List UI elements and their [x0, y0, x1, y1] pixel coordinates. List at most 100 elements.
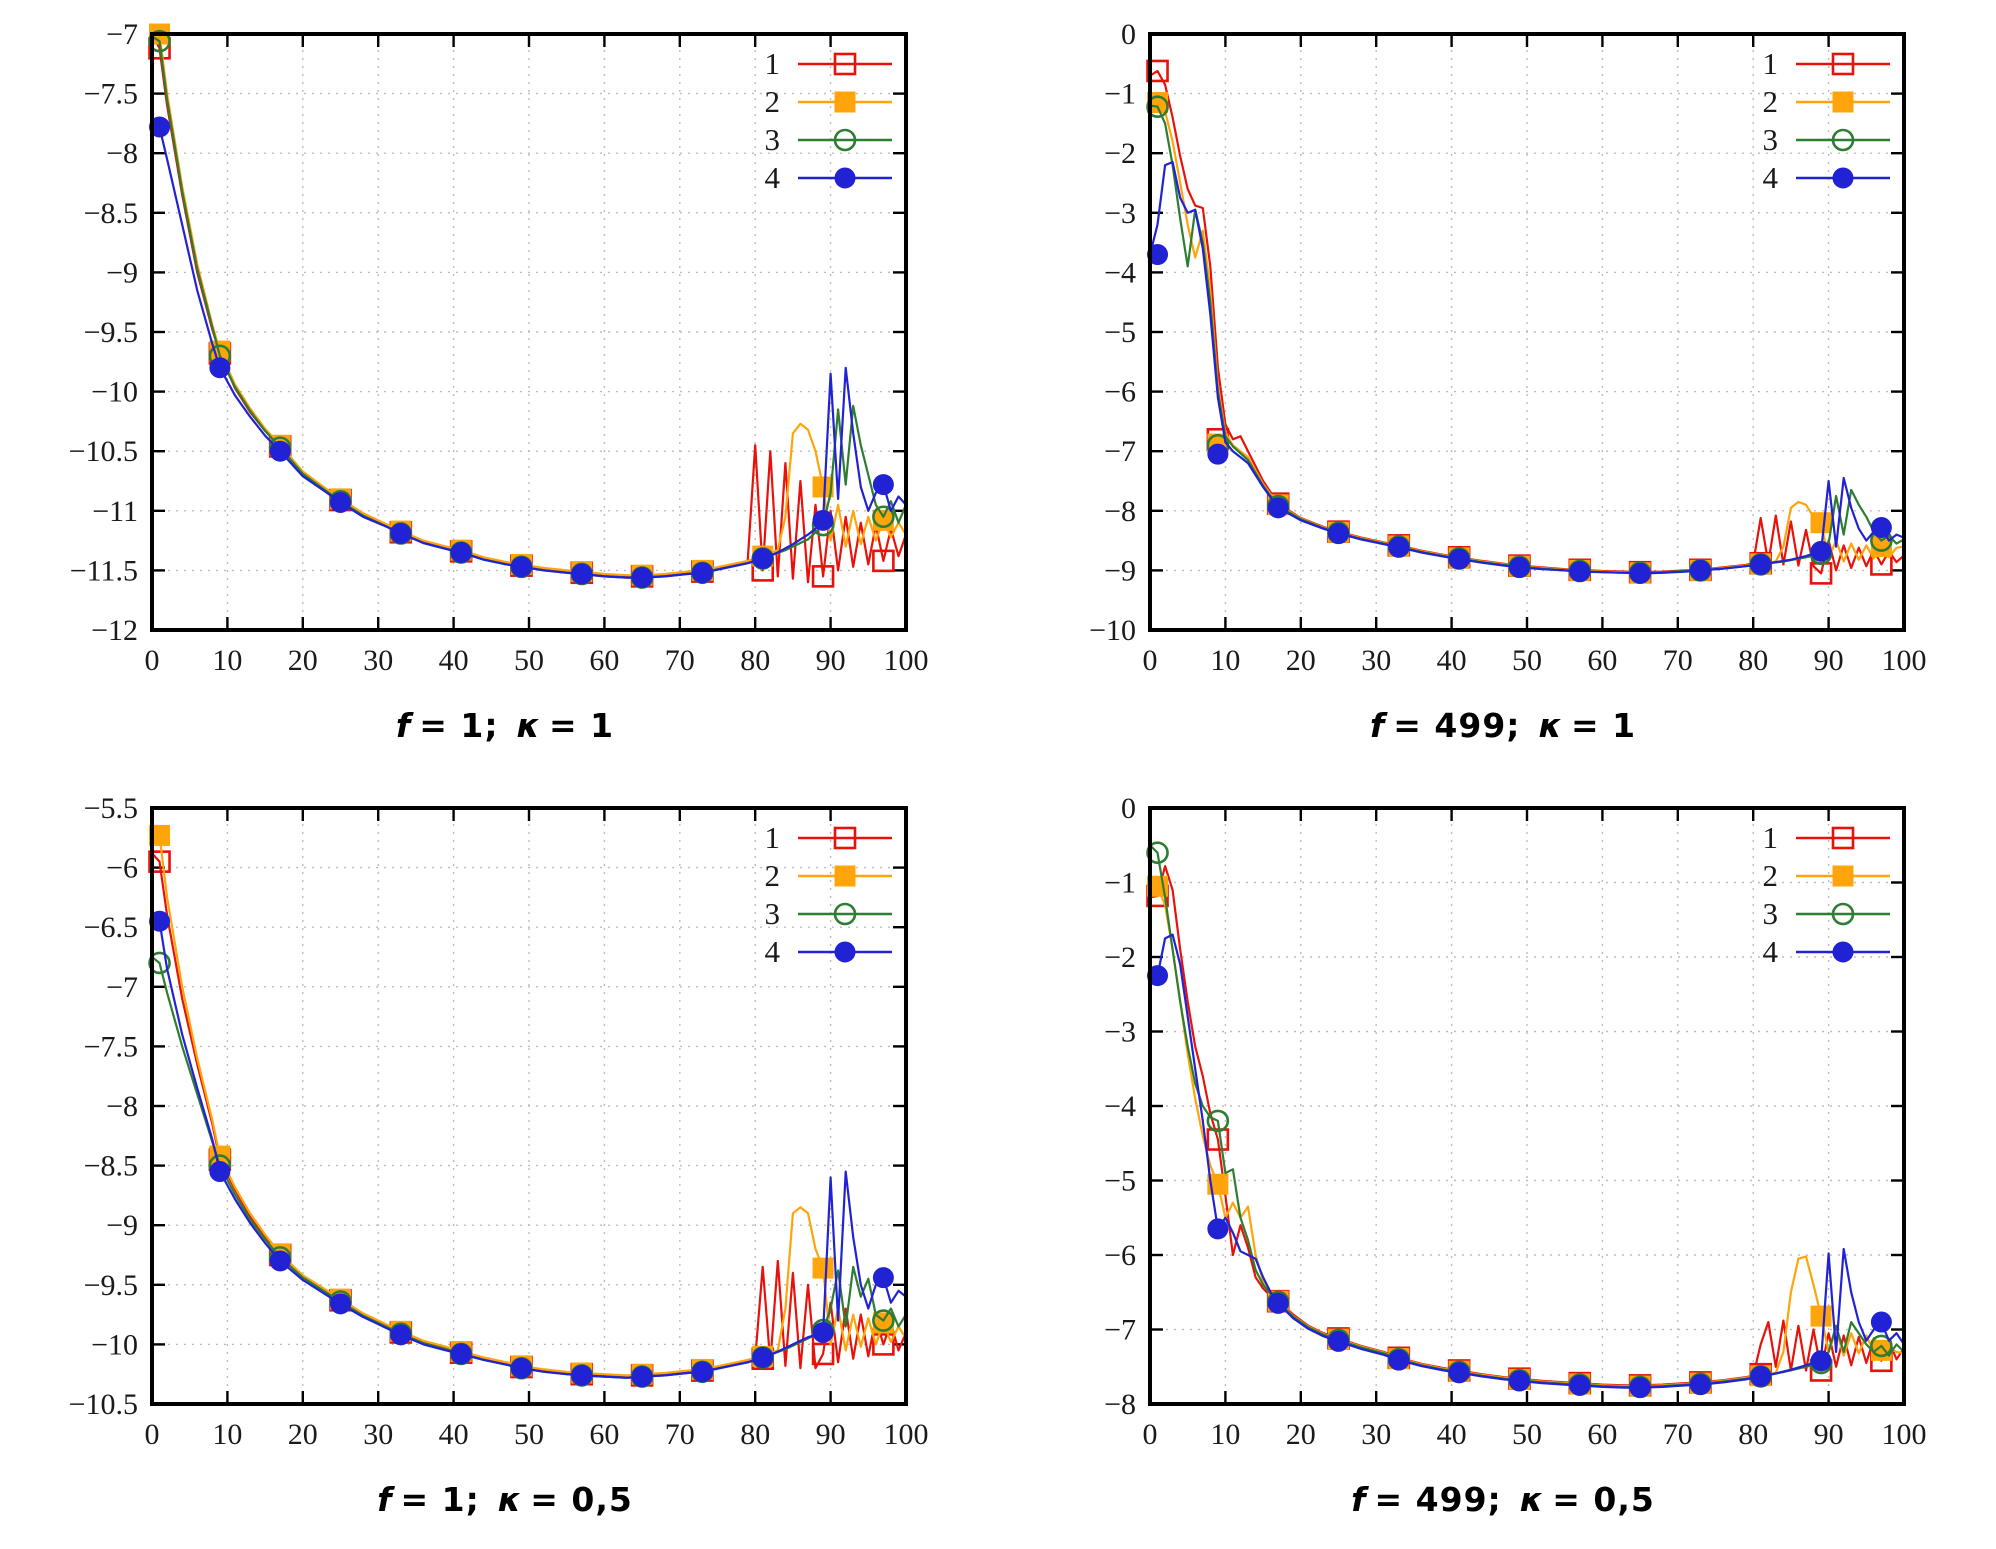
svg-text:1: 1 [765, 820, 781, 855]
svg-text:−8: −8 [106, 137, 138, 170]
svg-text:−9: −9 [1104, 554, 1136, 587]
f-value: = 1; [419, 706, 499, 745]
plot-canvas-f499-k1: −10−9−8−7−6−5−4−3−2−100 10 20 30 40 50 60 70 80 9… [1089, 18, 1927, 677]
series-3-line [151, 956, 907, 1379]
svg-text:−3: −3 [1104, 1016, 1136, 1049]
svg-text:−11.5: −11.5 [70, 554, 138, 587]
svg-text:60: 60 [589, 1418, 619, 1451]
svg-text:−6: −6 [1104, 376, 1136, 409]
svg-text:4: 4 [765, 934, 781, 969]
chart-title-f499-k05: f = 499; κ = 0,5 [998, 1480, 1996, 1544]
svg-text:20: 20 [1286, 1418, 1316, 1451]
series-3-markers [1146, 841, 1893, 1399]
svg-text:0: 0 [145, 1418, 160, 1451]
svg-text:2: 2 [765, 84, 781, 119]
svg-text:4: 4 [765, 160, 781, 195]
chart-bottom-left: −10.5 −10 −9.5 −9 −8.5 −8 −7.5 −7 −6.5 −6 −5.5 0 10 2… [0, 774, 998, 1548]
svg-text:40: 40 [439, 644, 469, 677]
svg-text:−7: −7 [106, 18, 138, 51]
svg-text:100: 100 [1882, 644, 1927, 677]
svg-text:−9: −9 [106, 1209, 138, 1242]
svg-text:70: 70 [1663, 644, 1693, 677]
series-4-markers [1147, 244, 1892, 584]
svg-text:−6.5: −6.5 [84, 911, 138, 944]
svg-text:30: 30 [363, 1418, 393, 1451]
grid-lines [1150, 808, 1904, 1404]
f-variable: f [1351, 1480, 1367, 1519]
svg-text:−11: −11 [92, 495, 138, 528]
svg-text:90: 90 [816, 644, 846, 677]
svg-text:3: 3 [765, 896, 781, 931]
svg-text:−10.5: −10.5 [69, 1388, 138, 1421]
svg-text:4: 4 [1763, 160, 1779, 195]
plot-border [1148, 806, 1906, 1406]
svg-text:−9.5: −9.5 [84, 1269, 138, 1302]
svg-text:−1: −1 [1104, 78, 1136, 111]
svg-text:10: 10 [1210, 644, 1240, 677]
series-1-markers [1146, 884, 1893, 1397]
svg-text:90: 90 [1814, 644, 1844, 677]
svg-text:−5: −5 [1104, 1165, 1136, 1198]
plot-border [150, 32, 908, 632]
kappa-variable: κ [516, 706, 541, 745]
f-variable: f [1369, 706, 1386, 745]
kappa-variable: κ [497, 1480, 523, 1519]
f-variable: f [395, 706, 412, 745]
svg-text:−8.5: −8.5 [84, 197, 138, 230]
chart-top-left: −12 −11.5 −11 −10.5 −10 −9.5 −9 −8.5 −8 −7.5 −7 0 10… [0, 0, 998, 774]
series-2-markers [149, 824, 894, 1385]
chart-title-f499-k1: f = 499; κ = 1 [998, 706, 1996, 770]
svg-text:40: 40 [1437, 644, 1467, 677]
legend-item-1: 1 [765, 820, 892, 855]
svg-text:10: 10 [212, 644, 242, 677]
svg-text:−12: −12 [91, 614, 138, 647]
svg-text:60: 60 [589, 644, 619, 677]
f-value: = 1; [400, 1480, 480, 1519]
legend-item-4: 4 [765, 160, 892, 195]
svg-text:20: 20 [288, 1418, 318, 1451]
svg-text:−6: −6 [106, 852, 138, 885]
svg-text:−4: −4 [1104, 256, 1136, 289]
legend-item-3: 3 [765, 122, 892, 157]
svg-text:0: 0 [1121, 792, 1136, 825]
legend-item-2: 2 [765, 84, 892, 119]
series-4-line [151, 119, 907, 579]
svg-text:4: 4 [1763, 934, 1779, 969]
svg-text:0: 0 [1121, 18, 1136, 51]
svg-text:−10: −10 [91, 1328, 138, 1361]
series-1-line [151, 33, 908, 584]
svg-text:60: 60 [1587, 644, 1617, 677]
axis-ticks [152, 808, 906, 1404]
legend-item-2: 2 [1763, 84, 1890, 119]
legend-item-4: 4 [1763, 934, 1890, 969]
svg-text:−8: −8 [1104, 495, 1136, 528]
series-2-markers [1147, 875, 1892, 1397]
svg-text:−7: −7 [106, 971, 138, 1004]
kappa-value: = 1 [549, 706, 615, 745]
chart-top-right: −10 −9 −8 −7 −6 −5 −4 −3 −2 −1 0 0 10 20 30 40 50 60 70 80 9… [998, 0, 1996, 774]
svg-text:−7: −7 [1104, 1314, 1136, 1347]
svg-text:−7: −7 [1104, 435, 1136, 468]
svg-text:−2: −2 [1104, 137, 1136, 170]
axis-ticks [1150, 34, 1904, 630]
svg-text:100: 100 [884, 1418, 929, 1451]
series-1-markers [1146, 59, 1893, 585]
f-variable: f [377, 1480, 393, 1519]
svg-text:80: 80 [1738, 1418, 1768, 1451]
svg-text:50: 50 [514, 644, 544, 677]
legend-item-2: 2 [765, 858, 892, 893]
series-4-markers [149, 116, 894, 589]
plot-canvas-f499-k05: −8 −7 −6 −5 −4 −3 −2 −1 0 0 10 20 30 40 50 60 70 80 90 100 1… [1104, 792, 1926, 1451]
legend-item-4: 4 [765, 934, 892, 969]
svg-text:−8.5: −8.5 [84, 1150, 138, 1183]
svg-text:−10.5: −10.5 [69, 435, 138, 468]
series-2-line [151, 30, 907, 577]
f-value: = 499; [1374, 1480, 1502, 1519]
svg-text:80: 80 [740, 1418, 770, 1451]
svg-text:−9: −9 [106, 256, 138, 289]
grid-lines [1150, 34, 1904, 630]
svg-text:50: 50 [1512, 644, 1542, 677]
series-4-markers [1147, 965, 1892, 1399]
